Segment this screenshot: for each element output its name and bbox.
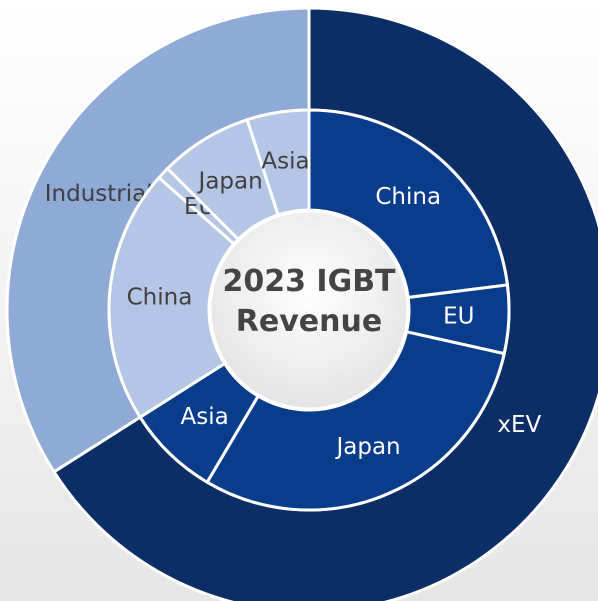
inner-label: EU (443, 304, 474, 330)
inner-label: Japan (334, 434, 400, 460)
chart-title: 2023 IGBT Revenue (222, 264, 396, 339)
outer-label: xEV (497, 412, 541, 438)
inner-label: China (127, 285, 193, 311)
inner-label: Asia (181, 404, 229, 430)
inner-label: Japan (197, 169, 263, 195)
inner-label: Asia (261, 148, 309, 174)
inner-label: China (375, 184, 441, 210)
center-hole (208, 209, 410, 411)
outer-label: Industrial (45, 181, 153, 207)
